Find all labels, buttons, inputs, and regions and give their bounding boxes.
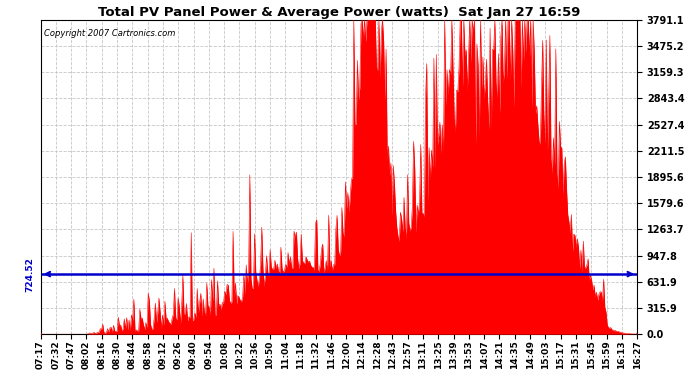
Text: Copyright 2007 Cartronics.com: Copyright 2007 Cartronics.com: [43, 29, 175, 38]
Text: 724.52: 724.52: [26, 256, 34, 291]
Title: Total PV Panel Power & Average Power (watts)  Sat Jan 27 16:59: Total PV Panel Power & Average Power (wa…: [98, 6, 580, 18]
